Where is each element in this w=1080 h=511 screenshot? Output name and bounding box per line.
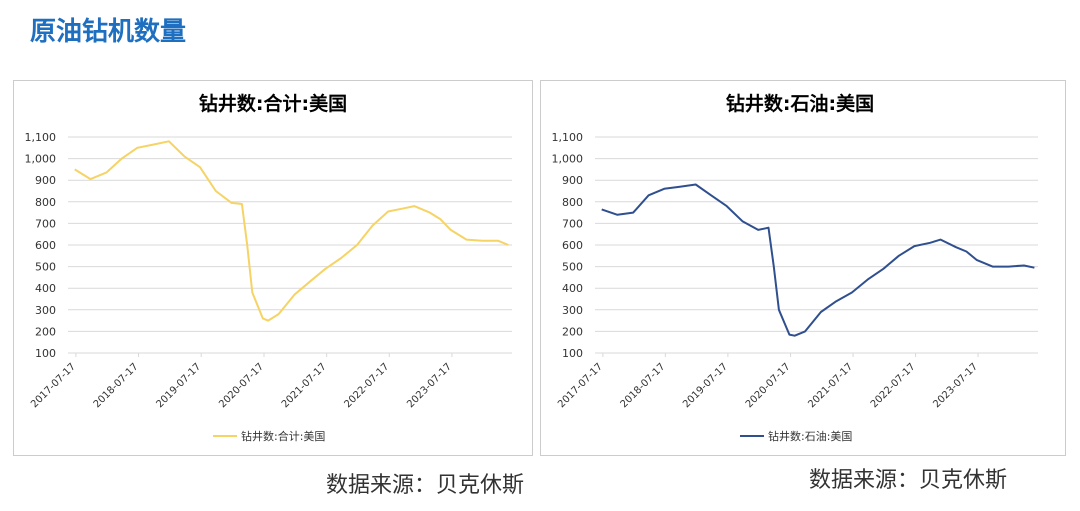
y-tick-label: 1,000 (25, 153, 57, 166)
panel (540, 80, 1066, 456)
legend-label: 钻井数:石油:美国 (768, 429, 852, 443)
page-title: 原油钻机数量 (30, 17, 186, 47)
y-tick-label: 1,100 (25, 131, 57, 144)
y-tick-label: 1,000 (552, 153, 584, 166)
y-tick-label: 500 (35, 261, 56, 274)
y-tick-label: 300 (35, 304, 56, 317)
y-tick-label: 100 (35, 347, 56, 360)
chart-title: 钻井数:石油:美国 (726, 92, 874, 115)
y-tick-label: 900 (35, 174, 56, 187)
legend-label: 钻井数:合计:美国 (241, 429, 325, 443)
series-line (601, 183, 1035, 337)
y-tick-label: 400 (35, 282, 56, 295)
source: 数据来源：贝克休斯 (326, 473, 524, 498)
y-tick-label: 1,100 (552, 131, 584, 144)
y-tick-label: 600 (562, 239, 583, 252)
y-tick-label: 700 (35, 217, 56, 230)
chart-title: 钻井数:合计:美国 (199, 92, 347, 115)
y-tick-label: 800 (562, 196, 583, 209)
series-line (74, 140, 509, 322)
y-tick-label: 700 (562, 217, 583, 230)
y-tick-label: 300 (562, 304, 583, 317)
y-tick-label: 100 (562, 347, 583, 360)
y-tick-label: 200 (35, 325, 56, 338)
y-tick-label: 800 (35, 196, 56, 209)
y-tick-label: 900 (562, 174, 583, 187)
y-tick-label: 400 (562, 282, 583, 295)
y-tick-label: 500 (562, 261, 583, 274)
y-tick-label: 600 (35, 239, 56, 252)
panel (13, 80, 533, 456)
source: 数据来源：贝克休斯 (809, 468, 1007, 493)
y-tick-label: 200 (562, 325, 583, 338)
